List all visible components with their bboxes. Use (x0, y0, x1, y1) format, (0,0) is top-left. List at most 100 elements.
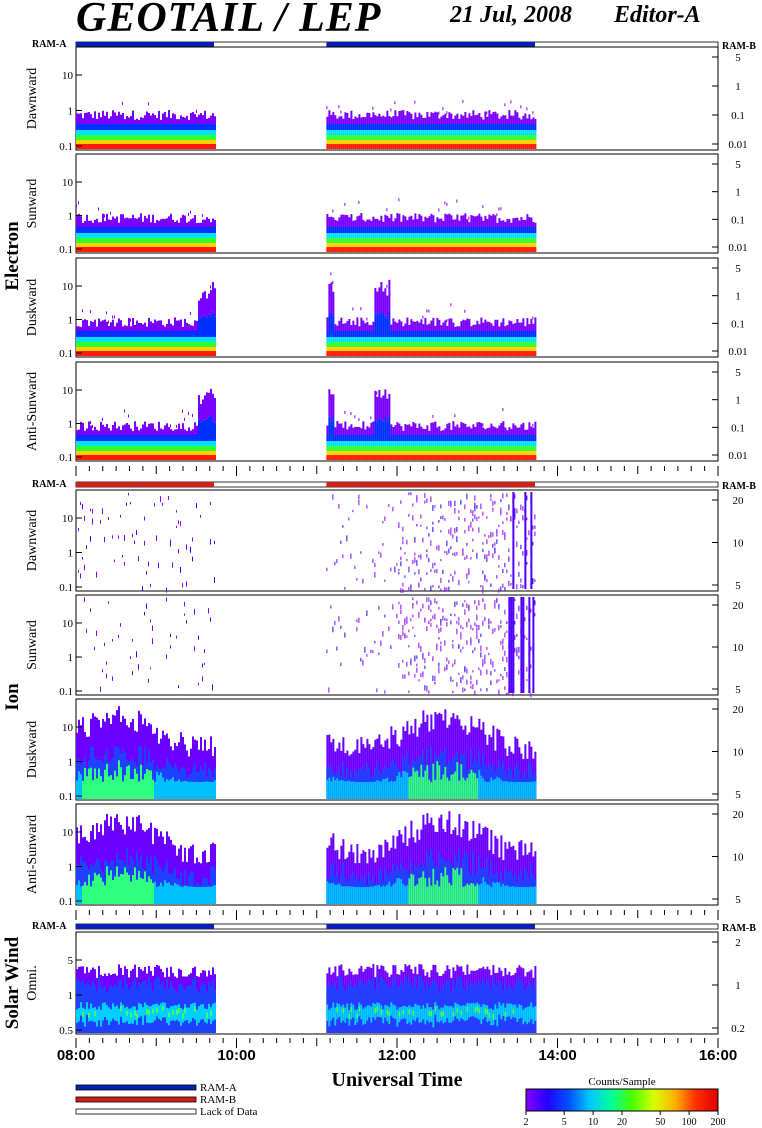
panel-1: 10 1 0.1 5 1 0.1 0.01 Dawnward (25, 46, 748, 153)
spectrogram-cells (76, 99, 537, 149)
right-tick-label: 20 (733, 704, 745, 716)
ram-segment (76, 42, 215, 47)
group-label-solar-wind: Solar Wind (2, 936, 23, 1029)
colorbar-gradient (525, 1088, 719, 1112)
right-tick-label: 5 (735, 159, 741, 171)
left-tick-label: 5 (68, 955, 74, 967)
left-tick-label: 1 (68, 990, 74, 1002)
colorbar-tick-label: 5 (562, 1117, 567, 1128)
panel-label: Dawnward (25, 68, 40, 129)
colorbar: Counts/Sample 2 5 10 20 50 100 200 (524, 1076, 726, 1128)
panel-label: Sunward (25, 179, 40, 229)
group-label-electron: Electron (2, 221, 23, 291)
panel-label: Duskward (25, 721, 40, 779)
left-tick-label: 1 (68, 862, 74, 874)
legend-label: RAM-B (200, 1094, 236, 1106)
x-tick-label: 14:00 (538, 1047, 576, 1064)
panel-label: Sunward (25, 620, 40, 670)
ram-bar-3: RAM-A RAM-B (32, 921, 756, 934)
ram-segment (76, 924, 215, 929)
right-tick-label: 20 (733, 600, 745, 612)
x-tick-label: 12:00 (378, 1047, 416, 1064)
left-tick-label: 10 (62, 827, 74, 839)
ram-segment (326, 924, 536, 929)
left-tick-label: 0.1 (59, 348, 73, 360)
left-tick-label: 0.5 (59, 1025, 73, 1037)
spectrogram-cells (76, 706, 537, 799)
ram-b-label: RAM-B (722, 41, 756, 52)
panel-label: Dawnward (25, 510, 40, 571)
time-tick-row-1 (75, 466, 719, 476)
left-tick-label: 1 (68, 652, 74, 664)
panel-label: Anti-Sunward (25, 815, 40, 894)
right-tick-label: 0.1 (731, 318, 745, 330)
x-axis-label: Universal Time (332, 1069, 463, 1091)
spectrogram-cells (76, 388, 537, 460)
colorbar-tick-label: 50 (655, 1117, 665, 1128)
left-tick-label: 0.1 (59, 582, 73, 594)
spectrogram-cells (76, 964, 537, 1033)
panel-frame (75, 489, 719, 592)
spectrogram-cells (76, 811, 537, 904)
ram-segment (76, 482, 215, 487)
right-tick-label: 0.1 (731, 214, 745, 226)
right-tick-label: 10 (733, 538, 745, 550)
left-tick-label: 0.1 (59, 452, 73, 464)
ram-a-label: RAM-A (32, 921, 67, 932)
chart-editor: Editor-A (614, 2, 701, 28)
left-tick-label: 10 (62, 70, 74, 82)
right-tick-label: 1 (735, 291, 741, 303)
panel-frame (75, 594, 719, 696)
left-tick-label: 0.1 (59, 141, 73, 153)
panel-3: 10 1 0.1 5 1 0.1 0.01 Duskward (25, 257, 748, 360)
ram-b-label: RAM-B (722, 923, 756, 934)
right-tick-label: 1 (735, 980, 741, 992)
panel-5: 10 1 0.1 20 10 5 Dawnward (25, 489, 745, 594)
right-tick-label: 5 (735, 894, 741, 906)
left-tick-label: 0.1 (59, 686, 73, 698)
right-tick-label: 0.01 (728, 346, 747, 358)
left-tick-label: 0.1 (59, 896, 73, 908)
right-tick-label: 20 (733, 809, 745, 821)
spectrogram-cells (76, 198, 537, 252)
colorbar-tick-label: 20 (617, 1117, 627, 1128)
left-tick-label: 1 (68, 548, 74, 560)
ram-a-label: RAM-A (32, 39, 67, 50)
right-tick-label: 0.1 (731, 110, 745, 122)
x-tick-label: 16:00 (699, 1047, 737, 1064)
left-tick-label: 10 (62, 722, 74, 734)
legend-swatch (75, 1096, 197, 1103)
panel-label: Omni. (25, 965, 40, 1000)
right-tick-label: 20 (733, 495, 745, 507)
legend-swatch (75, 1108, 197, 1115)
left-tick-label: 1 (68, 315, 74, 327)
colorbar-tick-label: 10 (588, 1117, 598, 1128)
legend-label: RAM-A (200, 1082, 237, 1094)
left-tick-label: 10 (62, 513, 74, 525)
chart-date: 21 Jul, 2008 (450, 2, 573, 28)
right-tick-label: 0.01 (728, 242, 747, 254)
ram-bar-2: RAM-A RAM-B (32, 479, 756, 492)
x-tick-label: 08:00 (57, 1047, 95, 1064)
panel-9: 5 1 0.5 2 1 0.2 Omni. (25, 931, 745, 1037)
right-tick-label: 1 (735, 81, 741, 93)
spectrogram-cells (78, 492, 536, 594)
ram-segment (326, 42, 536, 47)
right-tick-label: 5 (735, 684, 741, 696)
spectrogram-cells (84, 597, 536, 698)
right-tick-label: 0.1 (731, 422, 745, 434)
left-tick-label: 10 (62, 177, 74, 189)
left-tick-label: 1 (68, 106, 74, 118)
left-tick-label: 10 (62, 618, 74, 630)
legend-label: Lack of Data (200, 1106, 258, 1118)
colorbar-label: Counts/Sample (588, 1076, 655, 1088)
panel-label: Anti-Sunward (25, 372, 40, 451)
left-tick-label: 1 (68, 419, 74, 431)
colorbar-tick-label: 200 (711, 1117, 726, 1128)
legend-swatch (75, 1084, 197, 1091)
right-tick-label: 1 (735, 395, 741, 407)
ram-segment (326, 482, 536, 487)
right-tick-label: 1 (735, 187, 741, 199)
panel-label: Duskward (25, 279, 40, 337)
